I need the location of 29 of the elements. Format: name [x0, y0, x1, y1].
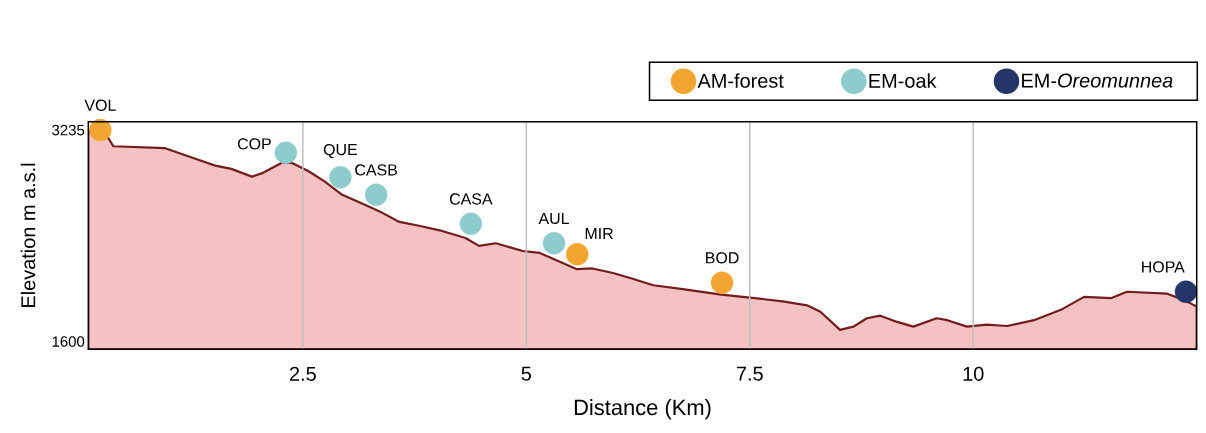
annotation: HOPA	[1142, 261, 1185, 273]
y-tick-label: 1600	[52, 336, 85, 347]
annotation: AUL	[538, 212, 569, 225]
point	[89, 118, 112, 142]
point	[329, 166, 352, 189]
legend-label: EM-oak	[869, 73, 937, 88]
point	[566, 243, 589, 266]
annotation: MIR	[585, 228, 613, 240]
x-tick-label: 7.5	[736, 366, 763, 381]
x-axis-title: Distance (Km)	[574, 399, 711, 420]
y-axis-title: Elevation m a.s.l	[20, 163, 36, 307]
legend-label: AM-forest	[697, 73, 784, 88]
annotation: COP	[237, 138, 271, 150]
annotation: VOL	[84, 99, 116, 111]
annotation: QUE	[323, 143, 357, 159]
point	[459, 212, 483, 236]
point	[542, 232, 566, 255]
point	[364, 183, 388, 206]
point	[1174, 280, 1198, 303]
annotation: CASA	[450, 193, 493, 205]
x-tick-label: 2.5	[289, 366, 316, 381]
annotation: CASB	[355, 164, 397, 176]
x-tick-label: 5	[521, 366, 532, 381]
point	[710, 271, 734, 294]
legend-label: EM-Oreomunnea	[1022, 73, 1173, 88]
annotation: BOD	[706, 252, 739, 264]
y-tick-label: 3235	[52, 124, 85, 136]
x-tick-label: 10	[963, 366, 984, 381]
point	[274, 141, 298, 164]
